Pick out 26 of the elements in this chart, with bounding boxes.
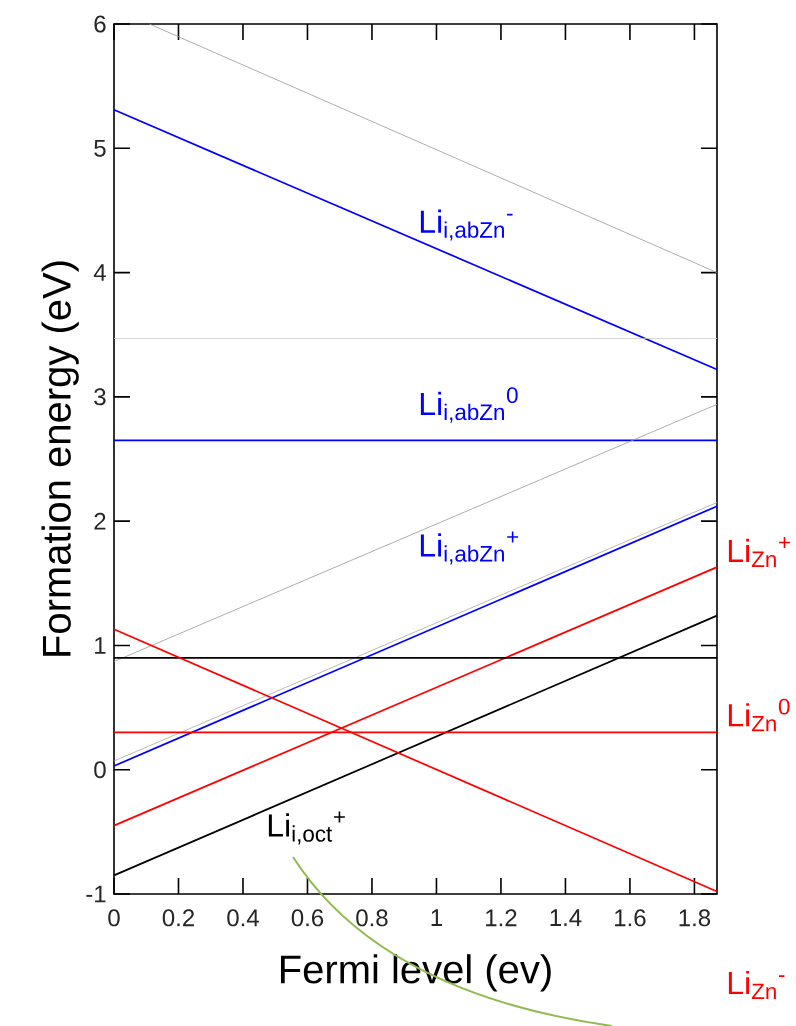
y-tick-label: 2 — [94, 512, 106, 530]
y-tick-label: 5 — [94, 139, 106, 157]
annotation: Li$_{i,abZn}$+ — [420, 531, 519, 565]
y-tick-label: 4 — [93, 264, 106, 281]
x-tick-label: 0.4 — [227, 909, 259, 927]
y-tick-label: 3 — [94, 388, 106, 406]
x-tick-label: 1.4 — [550, 909, 582, 926]
x-tick-label: 1 — [431, 909, 442, 926]
y-tick-label: 1 — [95, 637, 106, 654]
y-axis-title: Formation energy (eV) — [41, 261, 79, 656]
x-tick-label: 1.8 — [679, 909, 711, 927]
annotation: Li$_{i,abZn}$0 — [420, 387, 518, 423]
text: Li$_{Zn}$- — [728, 970, 785, 1000]
x-tick-label: 1.2 — [486, 909, 517, 927]
y-tick-label: 6 — [94, 15, 106, 33]
annotation: Li$_{i,oct}$+ — [268, 811, 345, 845]
x-tick-label: 0.8 — [356, 909, 388, 927]
x-tick-label: 1.6 — [615, 909, 646, 927]
y-tick-label: -1 — [86, 885, 106, 903]
annotation: Li$_{i,abZn}$- — [420, 209, 513, 241]
y-tick-label: 0 — [94, 761, 106, 779]
x-tick-label: 0.2 — [162, 909, 194, 927]
x-tick-label: 0 — [108, 909, 120, 927]
text: Li$_{Zn}$+ — [728, 537, 790, 567]
text: Li$_{Zn}$0 — [728, 698, 790, 732]
x-tick-label: 0.6 — [291, 909, 324, 927]
